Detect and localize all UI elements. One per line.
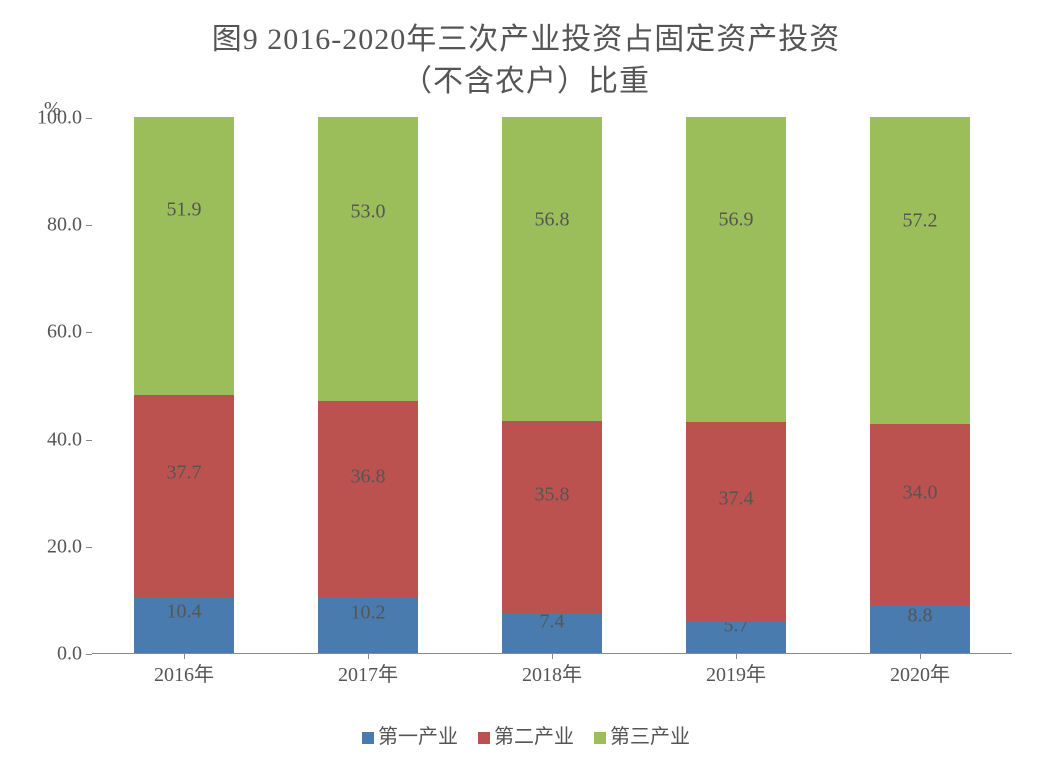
legend-label: 第二产业: [494, 726, 574, 748]
y-tick-mark: [86, 654, 92, 655]
x-tick-label: 2018年: [522, 658, 582, 687]
bar-value-label: 10.4: [134, 601, 234, 624]
bar-value-label: 34.0: [870, 481, 970, 504]
bar-value-label: 56.9: [686, 208, 786, 231]
legend-label: 第一产业: [378, 726, 458, 748]
legend-item: 第一产业: [362, 720, 458, 749]
bar-segment: [318, 401, 418, 598]
bar-segment: [870, 424, 970, 606]
bar-segment: [134, 395, 234, 597]
y-tick-mark: [86, 225, 92, 226]
chart-legend: 第一产业 第二产业 第三产业: [0, 720, 1052, 749]
bar-value-label: 56.8: [502, 208, 602, 231]
y-tick-mark: [86, 332, 92, 333]
x-tick-label: 2017年: [338, 658, 398, 687]
legend-swatch: [594, 732, 606, 744]
bar-segment: [870, 117, 970, 424]
bar-value-label: 7.4: [502, 611, 602, 634]
bar-segment: [502, 421, 602, 613]
legend-swatch: [362, 732, 374, 744]
bar-value-label: 35.8: [502, 483, 602, 506]
y-tick-label: 0.0: [22, 643, 82, 666]
bar-segment: [686, 117, 786, 422]
legend-swatch: [478, 732, 490, 744]
bar-segment: [502, 117, 602, 421]
chart-title-line1: 图9 2016-2020年三次产业投资占固定资产投资: [0, 14, 1052, 58]
bar-value-label: 36.8: [318, 465, 418, 488]
bar-value-label: 8.8: [870, 605, 970, 628]
bar-value-label: 10.2: [318, 601, 418, 624]
bar-value-label: 53.0: [318, 200, 418, 223]
stacked-bar-chart: 图9 2016-2020年三次产业投资占固定资产投资 （不含农户）比重 % 0.…: [0, 0, 1052, 759]
bar-value-label: 37.4: [686, 488, 786, 511]
bar-value-label: 57.2: [870, 209, 970, 232]
bar-group: 5.737.456.9: [686, 117, 786, 653]
legend-item: 第三产业: [594, 720, 690, 749]
bar-value-label: 37.7: [134, 462, 234, 485]
y-tick-label: 20.0: [22, 535, 82, 558]
bar-group: 10.2 36.8 53.0: [318, 117, 418, 653]
legend-label: 第三产业: [610, 726, 690, 748]
y-tick-label: 100.0: [22, 107, 82, 130]
y-tick-mark: [86, 547, 92, 548]
y-tick-mark: [86, 440, 92, 441]
y-tick-label: 80.0: [22, 214, 82, 237]
y-tick-label: 60.0: [22, 321, 82, 344]
bar-group: 7.4 35.8 56.8: [502, 117, 602, 653]
bar-group: 8.8 34.0 57.2: [870, 117, 970, 653]
bar-segment: [134, 117, 234, 395]
y-tick-label: 40.0: [22, 428, 82, 451]
bar-value-label: 51.9: [134, 198, 234, 221]
x-tick-label: 2019年: [706, 658, 766, 687]
bar-segment: [686, 422, 786, 622]
bar-group: 10.4 37.7 51.9: [134, 117, 234, 653]
bar-segment: [318, 117, 418, 401]
x-tick-label: 2016年: [154, 658, 214, 687]
chart-title-line2: （不含农户）比重: [0, 56, 1052, 100]
plot-area: 0.020.040.060.080.0100.02016年10.437.751.…: [92, 118, 1012, 654]
legend-item: 第二产业: [478, 720, 574, 749]
x-tick-label: 2020年: [890, 658, 950, 687]
y-tick-mark: [86, 118, 92, 119]
